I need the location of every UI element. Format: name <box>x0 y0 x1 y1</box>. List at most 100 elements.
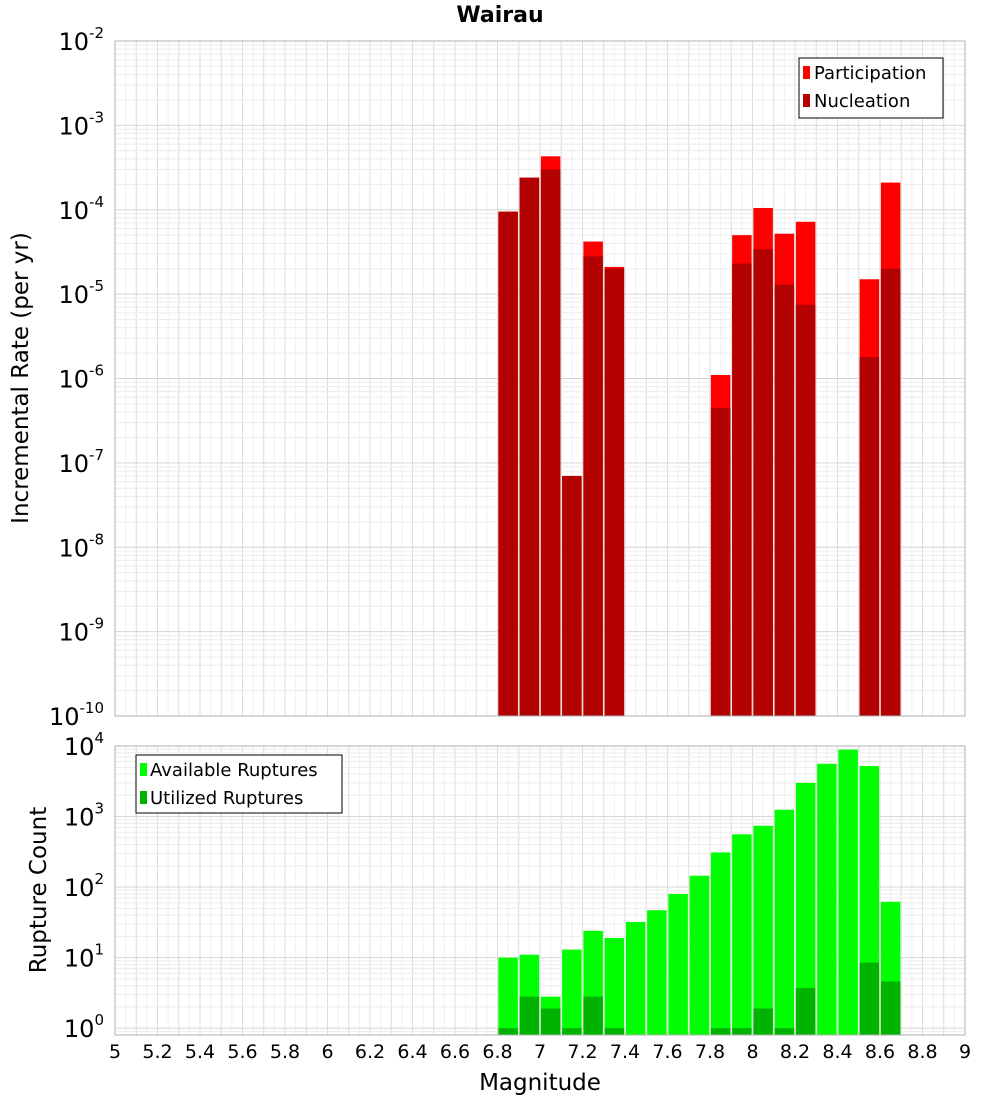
bar-nucleation <box>880 268 901 716</box>
x-tick-label: 7.8 <box>695 1041 725 1063</box>
x-tick-label: 5 <box>109 1041 121 1063</box>
x-tick-label: 8.2 <box>780 1041 810 1063</box>
x-axis-title: Magnitude <box>479 1070 601 1096</box>
rupture-plot-border <box>114 745 966 1036</box>
rate-y-tick-label: 10-2 <box>58 24 104 56</box>
magnitude-x-tick-labels: 5 5.2 5.4 5.6 5.8 6 6.2 6.4 6.6 6.8 7 7.2 7.4 7.6 7.8 8… <box>109 1041 971 1063</box>
bar-utilized-ruptures <box>710 1028 731 1035</box>
rate-y-tick-labels: 10-10 10-9 10-8 10-7 10-6 10-5 10-4 10-3 10-2 <box>49 24 104 731</box>
rupture-y-tick-label: 104 <box>64 729 104 761</box>
rate-y-axis-title: Incremental Rate (per yr) <box>8 232 34 524</box>
rate-plot-panel: 10-10 10-9 10-8 10-7 10-6 10-5 10-4 10-3 10-2 In… <box>8 24 966 731</box>
bar-available-ruptures <box>774 809 795 1035</box>
bar-utilized-ruptures <box>880 981 901 1035</box>
bar-utilized-ruptures <box>732 1028 752 1035</box>
bar-nucleation <box>583 256 603 716</box>
rate-y-tick-label: 10-4 <box>58 193 104 225</box>
x-tick-label: 6.6 <box>440 1041 470 1063</box>
rate-y-tick-label: 10-8 <box>58 530 104 562</box>
x-tick-label: 6 <box>321 1041 333 1063</box>
bar-available-ruptures <box>604 937 625 1035</box>
rate-y-tick-label: 10-9 <box>58 615 104 647</box>
bar-available-ruptures <box>753 825 773 1035</box>
rupture-y-tick-label: 103 <box>64 800 104 832</box>
bar-available-ruptures <box>795 782 816 1035</box>
rate-y-tick-label: 10-5 <box>58 277 104 309</box>
x-tick-label: 7 <box>534 1041 546 1063</box>
bar-utilized-ruptures <box>562 1028 582 1035</box>
available-legend-swatch <box>140 763 147 776</box>
bar-nucleation <box>498 211 518 716</box>
bar-available-ruptures <box>647 910 667 1035</box>
bar-nucleation <box>753 249 773 716</box>
x-tick-label: 8.8 <box>907 1041 937 1063</box>
x-tick-label: 8 <box>746 1041 758 1063</box>
rate-y-tick-label: 10-10 <box>49 699 104 731</box>
bar-utilized-ruptures <box>583 996 603 1035</box>
bar-utilized-ruptures <box>859 962 880 1035</box>
rupture-plot-bars <box>498 749 901 1035</box>
bar-nucleation <box>710 407 731 716</box>
rate-legend-box <box>798 57 944 119</box>
x-tick-label: 7.4 <box>610 1041 640 1063</box>
rate-y-tick-label: 10-7 <box>58 446 104 478</box>
bar-nucleation <box>859 356 880 716</box>
rupture-legend-box <box>135 754 343 814</box>
bar-nucleation <box>562 475 582 716</box>
bar-available-ruptures <box>689 875 710 1035</box>
chart-title: Wairau <box>456 3 543 28</box>
bar-available-ruptures <box>838 749 858 1035</box>
bar-available-ruptures <box>668 893 688 1035</box>
rate-plot-border <box>114 40 966 717</box>
bar-utilized-ruptures <box>774 1028 795 1035</box>
bar-nucleation <box>540 169 561 716</box>
x-tick-label: 6.8 <box>482 1041 512 1063</box>
bar-utilized-ruptures <box>519 996 540 1035</box>
nucleation-legend-swatch <box>803 94 810 107</box>
bar-nucleation <box>732 263 752 716</box>
x-tick-label: 7.2 <box>567 1041 597 1063</box>
x-tick-label: 9 <box>959 1041 971 1063</box>
x-tick-label: 7.6 <box>652 1041 682 1063</box>
bar-utilized-ruptures <box>604 1028 625 1035</box>
rupture-y-tick-label: 102 <box>64 870 104 902</box>
rupture-y-tick-label: 100 <box>64 1011 104 1043</box>
x-tick-label: 5.8 <box>270 1041 300 1063</box>
utilized-legend-swatch <box>140 791 147 804</box>
bar-available-ruptures <box>710 852 731 1035</box>
x-tick-label: 5.2 <box>142 1041 172 1063</box>
x-tick-label: 5.6 <box>227 1041 257 1063</box>
available-legend-label: Available Ruptures <box>150 760 318 781</box>
rupture-legend: Available Ruptures Utilized Ruptures <box>135 754 343 814</box>
x-tick-label: 8.4 <box>822 1041 852 1063</box>
bar-nucleation <box>774 284 795 716</box>
rate-y-tick-label: 10-6 <box>58 362 104 394</box>
rate-y-tick-label: 10-3 <box>58 108 104 140</box>
bar-available-ruptures <box>498 957 518 1035</box>
utilized-legend-label: Utilized Ruptures <box>150 788 303 809</box>
rate-plot-bars <box>498 156 901 717</box>
x-tick-label: 6.2 <box>355 1041 385 1063</box>
rupture-y-axis-title: Rupture Count <box>26 807 52 973</box>
bar-available-ruptures <box>732 834 752 1035</box>
x-tick-label: 8.6 <box>865 1041 895 1063</box>
bar-available-ruptures <box>817 763 837 1035</box>
rupture-y-tick-label: 101 <box>64 941 104 973</box>
nucleation-legend-label: Nucleation <box>814 91 910 112</box>
bar-utilized-ruptures <box>753 1008 773 1035</box>
bar-nucleation <box>795 304 816 716</box>
participation-legend-label: Participation <box>814 63 926 84</box>
bar-available-ruptures <box>625 921 646 1035</box>
rupture-count-plot-panel: 100 101 102 103 104 5 5.2 5.4 5.6 5.8 6 6.2 6.4 6.6 6… <box>26 729 971 1096</box>
bar-available-ruptures <box>562 949 582 1035</box>
bar-utilized-ruptures <box>498 1028 518 1035</box>
rate-plot-grid <box>114 40 966 717</box>
bar-utilized-ruptures <box>540 1008 561 1035</box>
x-tick-label: 5.4 <box>185 1041 215 1063</box>
bar-utilized-ruptures <box>795 988 816 1035</box>
bar-nucleation <box>519 177 540 716</box>
participation-legend-swatch <box>803 66 810 79</box>
rupture-y-tick-labels: 100 101 102 103 104 <box>64 729 104 1043</box>
x-tick-label: 6.4 <box>397 1041 427 1063</box>
